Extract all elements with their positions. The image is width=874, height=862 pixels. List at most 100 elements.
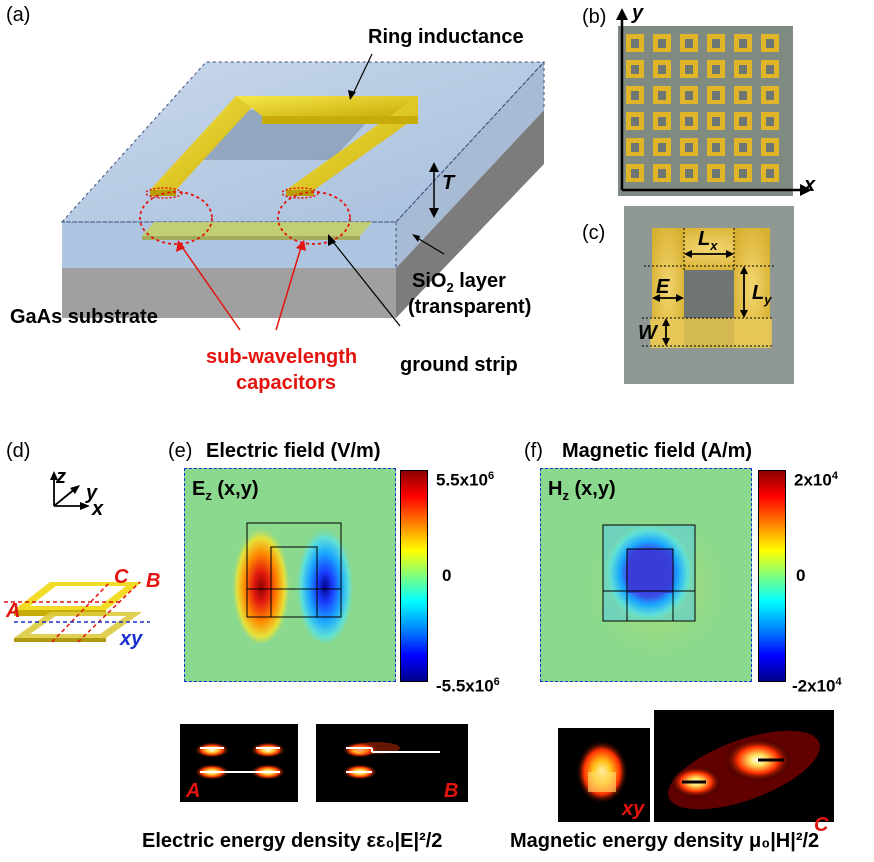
panel-e-title: Electric field (V/m) <box>206 440 381 462</box>
srr-cell <box>707 60 725 78</box>
panel-d-cut-planes <box>4 581 150 643</box>
ring-inductance <box>150 96 418 196</box>
capacitors-label-line2: capacitors <box>236 372 337 394</box>
srr-cell <box>734 164 752 182</box>
electric-colorbar-zero: 0 <box>442 566 452 585</box>
srr-cell <box>626 60 644 78</box>
panel-b-label: (b) <box>582 6 607 28</box>
electric-field-map <box>184 468 396 682</box>
electric-energy-map-B <box>316 724 468 802</box>
srr-cell <box>761 138 779 156</box>
srr-cell <box>707 34 725 52</box>
srr-cell <box>653 60 671 78</box>
sample-array-photo <box>618 26 793 196</box>
electric-energy-caption: Electric energy density εε₀|E|²/2 <box>142 830 443 852</box>
panel-d-axes <box>50 471 90 510</box>
thickness-label: T <box>442 172 455 194</box>
srr-cell <box>734 60 752 78</box>
magnetic-energy-map-C <box>654 710 834 822</box>
gaas-front-face <box>62 268 396 318</box>
panel-b-y-axis-label: y <box>632 2 644 24</box>
magnetic-field-component-label: Hz (x,y) <box>548 478 616 503</box>
panel-f-label: (f) <box>524 440 543 462</box>
cut-C-label: C <box>114 566 129 588</box>
srr-cell <box>761 164 779 182</box>
panel-a-illustration <box>60 53 546 331</box>
capacitor-circle-left <box>139 191 213 245</box>
electric-energy-map-A <box>180 724 298 802</box>
dimension-Lx-label: Lx <box>698 228 718 253</box>
sio2-transparent-label: (transparent) <box>408 296 532 318</box>
ground-strip-label: ground strip <box>400 354 518 376</box>
sio2-layer-label: SiO2 layer <box>412 270 506 295</box>
magnetic-colorbar-max: 2x104 <box>794 470 838 490</box>
srr-cell <box>626 138 644 156</box>
srr-cell <box>734 34 752 52</box>
gaas-side-face <box>396 110 544 318</box>
dimension-Ly-label: Ly <box>752 282 772 307</box>
energy-map-xy-label: xy <box>622 798 645 820</box>
srr-cell <box>707 112 725 130</box>
electric-colorbar <box>400 470 428 682</box>
srr-cell <box>680 164 698 182</box>
srr-cell <box>707 164 725 182</box>
magnetic-colorbar-min: -2x104 <box>792 676 842 696</box>
panel-d-y-label: y <box>86 482 98 504</box>
srr-cell <box>653 86 671 104</box>
srr-cell <box>626 112 644 130</box>
srr-cell <box>761 34 779 52</box>
srr-cell <box>707 86 725 104</box>
energy-map-B-label: B <box>444 780 459 802</box>
panel-b-x-axis-label: x <box>804 174 816 196</box>
magnetic-colorbar-zero: 0 <box>796 566 806 585</box>
srr-cell <box>761 112 779 130</box>
srr-cell <box>761 86 779 104</box>
electric-colorbar-min: -5.5x106 <box>436 676 500 696</box>
srr-cell <box>680 34 698 52</box>
panel-d-label: (d) <box>6 440 31 462</box>
cut-B-label: B <box>146 570 161 592</box>
energy-map-A-label: A <box>186 780 201 802</box>
srr-cell <box>653 164 671 182</box>
srr-cell <box>734 138 752 156</box>
srr-cell <box>653 112 671 130</box>
magnetic-energy-map-xy <box>558 728 650 822</box>
panel-e-label: (e) <box>168 440 193 462</box>
srr-cell <box>707 138 725 156</box>
srr-cell <box>653 34 671 52</box>
cut-A-label: A <box>6 600 21 622</box>
ring-inductance-label: Ring inductance <box>368 26 524 48</box>
sio2-side-face <box>396 62 544 268</box>
panel-c-label: (c) <box>582 222 606 244</box>
srr-cell <box>680 112 698 130</box>
srr-cell <box>626 34 644 52</box>
dimension-W-label: W <box>638 322 657 344</box>
srr-cell <box>734 112 752 130</box>
electric-field-component-label: Ez (x,y) <box>192 478 259 503</box>
ground-strip <box>142 222 372 236</box>
cut-xy-label: xy <box>120 628 143 650</box>
unit-cell-drawing <box>642 228 774 348</box>
energy-map-C-label: C <box>814 814 829 836</box>
panel-d-z-label: z <box>56 466 66 488</box>
panel-a-label: (a) <box>6 4 31 26</box>
magnetic-field-map <box>540 468 752 682</box>
panel-f-title: Magnetic field (A/m) <box>562 440 753 462</box>
magnetic-energy-caption: Magnetic energy density μ₀|H|²/2 <box>510 830 820 852</box>
sample-array-grid <box>626 34 779 182</box>
dimension-E-label: E <box>656 276 670 298</box>
srr-cell <box>653 138 671 156</box>
srr-cell <box>680 138 698 156</box>
panel-b-axes <box>616 8 812 196</box>
panel-d-x-label: x <box>92 498 104 520</box>
magnetic-colorbar <box>758 470 786 682</box>
srr-cell <box>680 86 698 104</box>
srr-cell <box>626 86 644 104</box>
unit-cell-photo <box>624 206 794 384</box>
srr-cell <box>680 60 698 78</box>
srr-cell <box>761 60 779 78</box>
srr-cell <box>734 86 752 104</box>
capacitor-circle-right <box>277 191 351 245</box>
electric-colorbar-max: 5.5x106 <box>436 470 495 490</box>
gaas-substrate-label: GaAs substrate <box>10 306 158 328</box>
